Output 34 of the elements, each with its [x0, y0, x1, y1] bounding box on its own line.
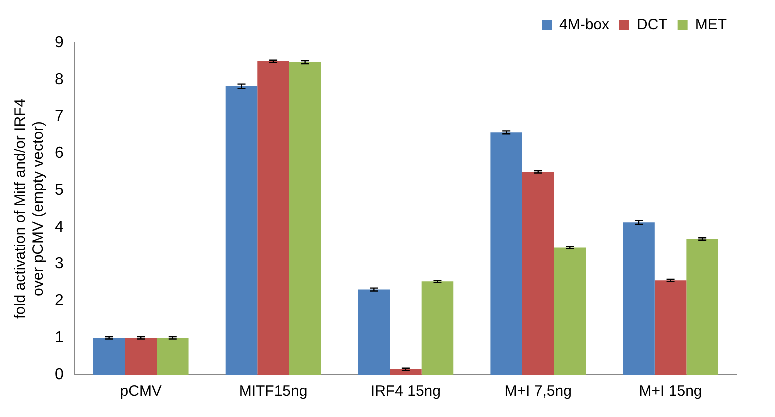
- bar: [686, 239, 718, 375]
- bar: [358, 290, 390, 375]
- y-tick-label: 5: [54, 182, 64, 199]
- bar: [623, 222, 655, 375]
- y-tick-label: 8: [54, 71, 64, 88]
- legend-label: DCT: [637, 16, 668, 34]
- bar: [226, 86, 258, 375]
- bar: [654, 280, 687, 375]
- y-tick-label: 9: [54, 34, 64, 52]
- legend-label: MET: [695, 16, 728, 34]
- x-tick-label: pCMV: [120, 383, 162, 400]
- bar: [422, 282, 454, 375]
- y-tick-label: 7: [54, 108, 64, 126]
- x-tick-label: M+I 15ng: [639, 383, 702, 400]
- y-tick-label: 4: [54, 218, 64, 236]
- bar: [390, 369, 422, 375]
- bar: [554, 248, 586, 375]
- y-tick-label: 0: [54, 366, 64, 384]
- x-tick-label: MITF15ng: [239, 383, 308, 400]
- bar: [93, 338, 126, 375]
- bar: [125, 338, 157, 375]
- bar: [157, 338, 189, 375]
- bar: [522, 172, 554, 375]
- bar: [490, 132, 522, 375]
- bar: [258, 61, 290, 375]
- y-tick-label: 2: [54, 292, 64, 310]
- y-tick-label: 6: [54, 145, 64, 162]
- y-axis-title: fold activation of Mitf and/or IRF4 over pCMV (empty vector): [12, 98, 48, 320]
- y-tick-label: 1: [54, 330, 64, 347]
- x-tick-label: M+I 7,5ng: [504, 383, 572, 400]
- x-tick-label: IRF4 15ng: [370, 383, 441, 400]
- legend-label: 4M-box: [559, 16, 610, 34]
- bar: [289, 62, 322, 375]
- y-tick-label: 3: [54, 256, 64, 273]
